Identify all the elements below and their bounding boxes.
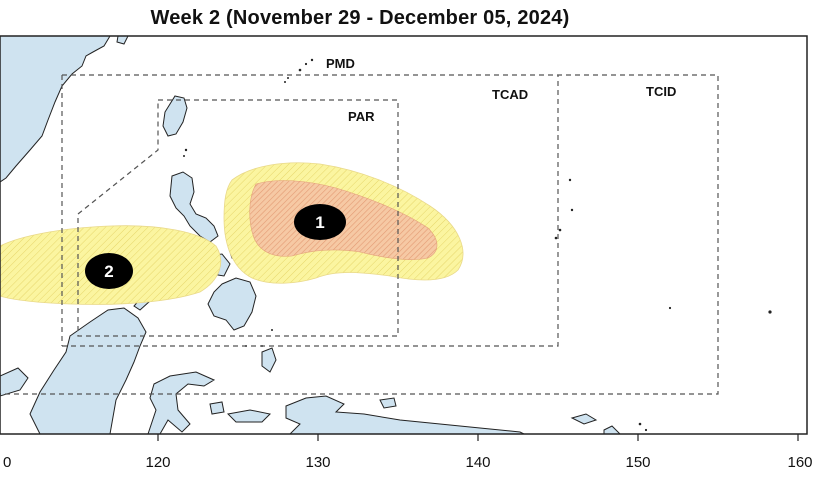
x-tick-label: 150: [625, 454, 650, 471]
par-boundary: [77, 99, 399, 337]
area-2-number: 2: [104, 262, 113, 281]
tcid-boundary: [0, 74, 719, 395]
landmass-luzon: [169, 171, 219, 243]
x-tick-label: 130: [305, 454, 330, 471]
tcad-boundary: [62, 75, 559, 347]
landmass-buru: [209, 401, 225, 415]
tcid-label: TCID: [646, 84, 676, 99]
landmass-mindanao: [207, 277, 257, 331]
landmass-bismarck: [570, 413, 598, 425]
landmass-korea-coast: [116, 36, 129, 45]
par-label: PAR: [348, 109, 375, 124]
x-tick-label: 0: [3, 454, 11, 471]
landmass-new-ireland: [603, 425, 621, 434]
x-axis: [157, 434, 799, 441]
area-1-marker: 1: [294, 204, 346, 240]
pmd-label: PMD: [326, 56, 355, 71]
x-tick-label: 140: [465, 454, 490, 471]
map-title: Week 2 (November 29 - December 05, 2024): [150, 7, 570, 29]
area-1-number: 1: [315, 213, 324, 232]
x-tick-label: 120: [145, 454, 170, 471]
landmass-halmahera: [261, 347, 277, 373]
area-2-marker: 2: [85, 253, 133, 289]
landmass-taiwan: [162, 95, 188, 137]
landmass-new-guinea: [285, 395, 525, 434]
landmass-seram: [226, 409, 272, 423]
x-tick-label: 160: [787, 454, 812, 471]
map-frame: [0, 35, 808, 435]
landmass-sumatra: [0, 367, 29, 397]
landmass-biak: [379, 397, 397, 409]
landmass-asia-mainland: [0, 36, 111, 183]
tcad-label: TCAD: [492, 87, 528, 102]
landmass-sulawesi: [147, 371, 216, 434]
landmass-borneo: [29, 307, 147, 434]
